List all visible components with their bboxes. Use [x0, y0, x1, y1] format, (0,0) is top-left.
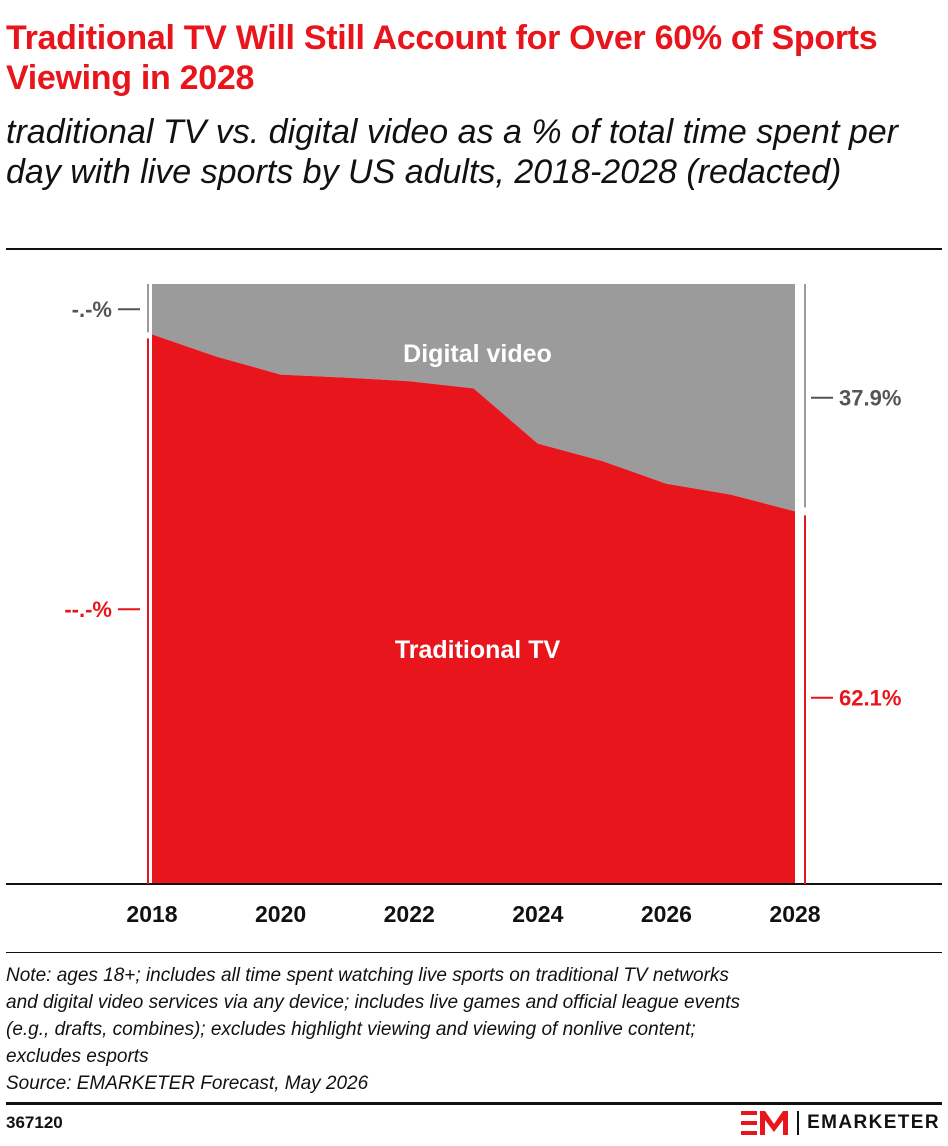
emarketer-logo[interactable]: EMARKETER [741, 1108, 940, 1138]
footer-rule [6, 1102, 942, 1105]
chart-subtitle: traditional TV vs. digital video as a % … [6, 113, 899, 191]
chart-guides [6, 284, 942, 885]
brand-name: EMARKETER [807, 1112, 940, 1133]
logo-separator [797, 1111, 800, 1135]
stacked-area-chart: -.-% --.-% 37.9% 62.1% Digital video Traditio… [6, 284, 942, 927]
source-text: Source: EMARKETER Forecast, May 2026 [6, 1073, 369, 1094]
chart-title: Traditional TV Will Still Account for Ov… [6, 19, 878, 97]
area-traditional-tv [152, 334, 795, 884]
note-text: Note: ages 18+; includes all time spent … [6, 965, 741, 1067]
series-label-traditional-tv: Traditional TV [395, 636, 561, 664]
x-tick-label: 2024 [512, 901, 563, 927]
start-value-digital-video: -.-% [72, 297, 112, 322]
chart-areas [152, 284, 795, 884]
end-value-digital-video: 37.9% [839, 386, 901, 411]
chart-id: 367120 [6, 1113, 63, 1132]
end-value-traditional-tv: 62.1% [839, 686, 901, 711]
area-digital-video [152, 284, 795, 512]
chart-labels: -.-% --.-% 37.9% 62.1% Digital video Traditio… [64, 297, 901, 927]
x-tick-label: 2026 [641, 901, 692, 927]
x-tick-label: 2022 [384, 901, 435, 927]
start-value-traditional-tv: --.-% [64, 597, 112, 622]
chart-notes: Note: ages 18+; includes all time spent … [6, 962, 942, 1097]
x-tick-label: 2020 [255, 901, 306, 927]
em-logo-icon [741, 1111, 789, 1135]
top-rule [6, 248, 942, 250]
series-label-digital-video: Digital video [403, 340, 552, 368]
x-tick-label: 2028 [769, 901, 820, 927]
x-tick-label: 2018 [126, 901, 177, 927]
note-rule [6, 952, 942, 953]
